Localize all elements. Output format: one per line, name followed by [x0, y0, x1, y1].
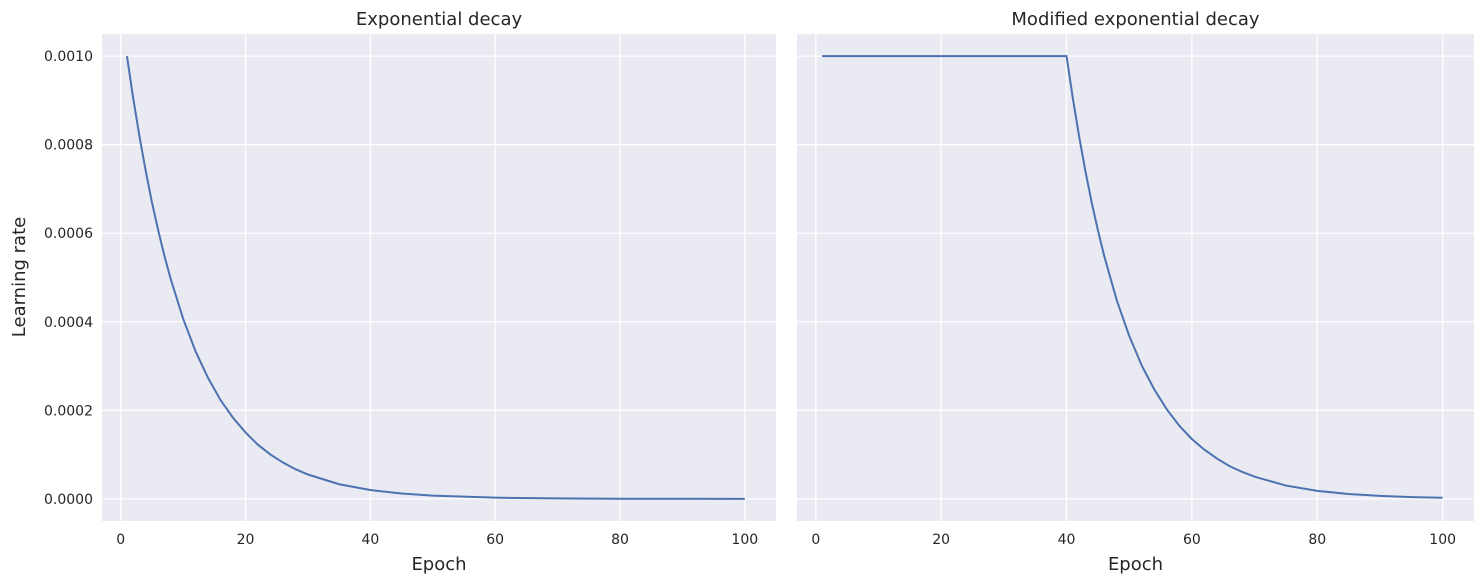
- y-tick-label: 0.0010: [44, 49, 93, 65]
- x-tick-label: 40: [1058, 532, 1076, 548]
- x-tick-label: 100: [731, 532, 758, 548]
- y-tick-label: 0.0008: [44, 138, 93, 154]
- plot-area: [102, 34, 776, 521]
- gridlines: [797, 34, 1474, 521]
- gridlines: [102, 34, 776, 521]
- panel-modified-exponential-decay: 0 20 40 60 80 100 Modified exponential decay …: [797, 9, 1474, 575]
- x-tick-label: 80: [1308, 532, 1326, 548]
- chart-title: Modified exponential decay: [1011, 9, 1260, 30]
- x-tick-label: 20: [932, 532, 950, 548]
- chart-title: Exponential decay: [356, 9, 523, 30]
- plot-area: [797, 34, 1474, 521]
- y-tick-label: 0.0000: [44, 492, 93, 508]
- panel-exponential-decay: 0 20 40 60 80 100 0.0000 0.0002 0.0004 0.0006 0.00…: [9, 9, 776, 575]
- y-tick-label: 0.0002: [44, 403, 93, 419]
- x-axis-label: Epoch: [411, 554, 466, 575]
- x-tick-label: 20: [237, 532, 255, 548]
- x-tick-label: 0: [116, 532, 125, 548]
- x-tick-label: 60: [1183, 532, 1201, 548]
- x-tick-label: 60: [486, 532, 504, 548]
- learning-rate-curve: [822, 55, 1443, 499]
- x-tick-label: 100: [1429, 532, 1456, 548]
- y-tick-label: 0.0004: [44, 315, 93, 331]
- x-tick-label: 0: [811, 532, 820, 548]
- y-tick-label: 0.0006: [44, 226, 93, 242]
- x-tick-label: 80: [611, 532, 629, 548]
- x-tick-label: 40: [361, 532, 379, 548]
- x-axis-label: Epoch: [1108, 554, 1163, 575]
- learning-rate-curve: [125, 55, 745, 500]
- tick-labels: 0 20 40 60 80 100 0.0000 0.0002 0.0004 0.0006 0.00…: [44, 49, 758, 548]
- y-axis-label: Learning rate: [9, 217, 30, 337]
- tick-labels: 0 20 40 60 80 100: [811, 532, 1456, 548]
